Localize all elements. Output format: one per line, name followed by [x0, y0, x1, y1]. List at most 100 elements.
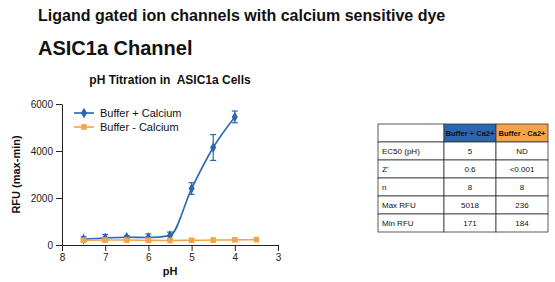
y-tick: 4000	[31, 146, 62, 157]
error-bar-cap	[210, 160, 216, 161]
x-axis: 8 7 6 5 4 3	[60, 245, 282, 263]
data-point	[81, 234, 87, 245]
y-tick: 2000	[31, 193, 62, 204]
data-point	[145, 232, 151, 243]
series	[81, 237, 259, 244]
x-tick-label: 8	[60, 252, 66, 263]
data-point	[102, 237, 108, 243]
page-subtitle: ASIC1a Channel	[38, 37, 192, 59]
legend-marker	[81, 124, 87, 130]
x-tick: 4	[233, 245, 239, 263]
table-cell	[444, 142, 496, 160]
table-cell	[444, 214, 496, 232]
table-cell-text: Max RFU	[382, 201, 416, 210]
stats-table: Buffer + Ca2+ Buffer - Ca2+ EC50 (pH) 5 ND Z'…	[378, 124, 548, 232]
x-tick-mark	[105, 245, 106, 251]
table-cell	[378, 160, 444, 178]
y-tick-mark	[56, 104, 62, 105]
x-tick-mark	[148, 245, 149, 251]
x-tick: 7	[103, 245, 109, 263]
table-cell-text: n	[382, 183, 386, 192]
x-tick-label: 5	[189, 252, 195, 263]
chart-canvas: Ligand gated ion channels with calcium s…	[0, 0, 555, 282]
x-axis-line	[63, 245, 279, 246]
data-point	[210, 237, 216, 243]
y-axis-title: RFU (max-min)	[10, 135, 22, 214]
table-cell-text: 5	[468, 147, 473, 156]
y-tick-label: 6000	[31, 99, 54, 110]
legend-label: Buffer + Calcium	[100, 107, 181, 119]
x-tick: 8	[60, 245, 66, 263]
x-tick-mark	[278, 245, 279, 251]
legend-marker	[81, 108, 87, 119]
error-bar-cap	[232, 122, 238, 123]
error-bar-cap	[232, 110, 238, 111]
x-tick: 5	[189, 245, 195, 263]
y-tick-mark	[56, 198, 62, 199]
data-point	[124, 232, 130, 243]
error-bar-cap	[189, 182, 195, 183]
table-cell	[496, 178, 548, 196]
table-header-cell	[496, 124, 548, 142]
data-point	[210, 142, 216, 153]
y-tick-label: 4000	[31, 146, 54, 157]
data-point	[146, 237, 152, 243]
table-header-text: Buffer + Ca2+	[446, 129, 495, 138]
table-cell	[496, 196, 548, 214]
plot-area	[81, 111, 260, 244]
x-tick-mark	[192, 245, 193, 251]
table-cell	[496, 142, 548, 160]
data-point	[102, 233, 108, 244]
legend-item: Buffer + Calcium	[74, 107, 181, 119]
y-tick-label: 2000	[31, 193, 54, 204]
x-tick: 3	[276, 245, 282, 263]
error-bar-cap	[189, 194, 195, 195]
error-bar	[189, 183, 195, 195]
table-cell-text: 8	[520, 183, 525, 192]
data-point	[81, 237, 87, 243]
legend: Buffer + Calcium Buffer - Calcium	[74, 107, 181, 133]
x-axis-title: pH	[163, 265, 178, 277]
y-axis: 0 2000 4000 6000	[31, 99, 63, 251]
table-cell	[378, 178, 444, 196]
table-cell	[378, 214, 444, 232]
legend-label: Buffer - Calcium	[100, 121, 179, 133]
table-cell-text: Min RFU	[382, 219, 414, 228]
table-cell-text: 5018	[461, 201, 479, 210]
page-title: Ligand gated ion channels with calcium s…	[38, 7, 445, 24]
table-cell-text: <0.001	[510, 165, 535, 174]
y-tick: 6000	[31, 99, 62, 110]
table-cell	[378, 142, 444, 160]
table-cell-text: ND	[516, 147, 528, 156]
x-tick-label: 7	[103, 252, 109, 263]
x-tick-mark	[62, 245, 63, 251]
table-cell-text: 0.6	[464, 165, 476, 174]
data-point	[254, 237, 260, 243]
table-cell	[444, 196, 496, 214]
table-cell	[378, 196, 444, 214]
error-bar-cap	[210, 134, 216, 135]
table-cell-text: 184	[515, 219, 529, 228]
data-point	[167, 238, 173, 244]
table-cell-text: 171	[463, 219, 477, 228]
y-tick-mark	[56, 245, 62, 246]
data-point	[232, 112, 238, 123]
table-cell-text: 236	[515, 201, 529, 210]
table-header-cell	[378, 124, 444, 142]
y-tick-label: 0	[47, 240, 53, 251]
y-tick: 0	[47, 240, 62, 251]
error-bar	[210, 135, 216, 161]
table-cell	[496, 214, 548, 232]
data-point	[232, 237, 238, 243]
data-point	[124, 237, 130, 243]
x-tick-label: 6	[146, 252, 152, 263]
table-cell-text: EC50 (pH)	[382, 147, 420, 156]
table-cell	[444, 160, 496, 178]
table-cell	[444, 178, 496, 196]
data-point	[189, 237, 195, 243]
table-cell-text: Z'	[382, 165, 389, 174]
y-tick-mark	[56, 151, 62, 152]
x-tick: 6	[146, 245, 152, 263]
series	[81, 111, 238, 244]
table-header-text: Buffer - Ca2+	[499, 129, 547, 138]
